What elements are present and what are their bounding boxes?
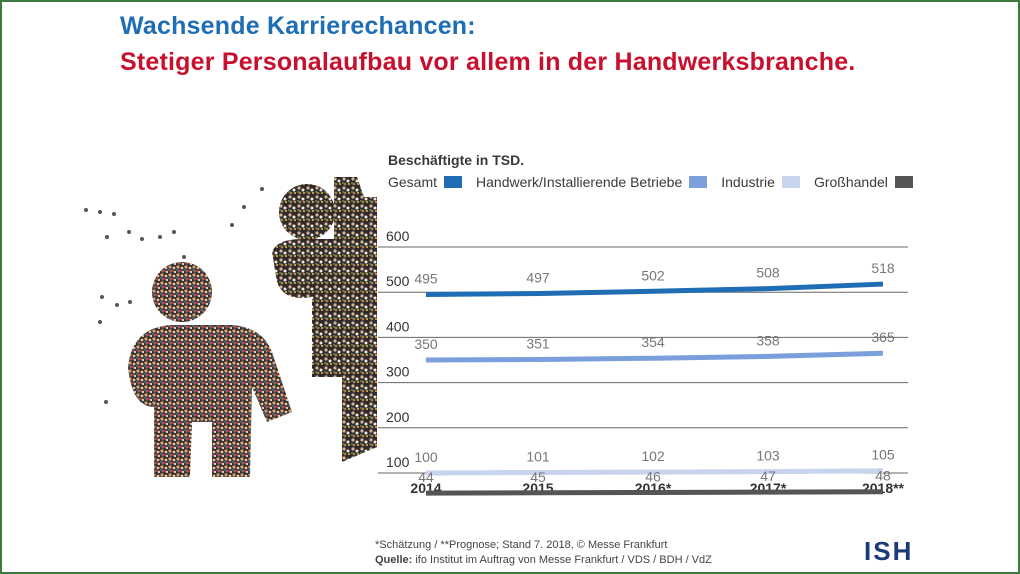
legend-label-gesamt: Gesamt [388,174,438,190]
ish-logo: ISH [864,536,914,566]
data-label-s2-1: 101 [526,449,550,465]
legend-swatch-industrie [781,176,800,188]
data-label-s0-2: 502 [641,267,665,283]
legend-swatch-handwerk [689,176,708,188]
data-label-s1-2: 354 [641,334,665,350]
legend-item-grosshandel: Großhandel [814,174,913,190]
data-label-s0-3: 508 [756,265,780,281]
data-label-s2-0: 100 [414,449,438,465]
y-tick-500: 500 [386,273,410,289]
y-axis-label: Beschäftigte in TSD. [388,152,525,168]
data-label-s3-4: 48 [875,468,891,484]
crowd-people-figures-icon [84,177,377,477]
data-label-s3-1: 45 [530,469,546,485]
source-text: ifo Institut im Auftrag von Messe Frankf… [415,554,712,566]
legend-label-handwerk: Handwerk/Installierende Betriebe [476,174,683,190]
title-line-2: Stetiger Personalaufbau vor allem in der… [120,48,856,76]
y-tick-200: 200 [386,409,410,425]
legend-item-handwerk: Handwerk/Installierende Betriebe [476,174,708,190]
series-line-1 [425,350,884,363]
series-line-2 [425,468,884,476]
chart-legend: Gesamt Handwerk/Installierende Betriebe … [388,173,927,191]
footnote: *Schätzung / **Prognose; Stand 7. 2018, … [375,539,668,551]
title-line-1: Wachsende Karrierechancen: [120,12,476,40]
data-label-s0-0: 495 [414,270,438,286]
legend-label-grosshandel: Großhandel [813,174,888,190]
data-label-s3-3: 47 [760,468,776,484]
data-label-s1-1: 351 [526,336,550,352]
data-label-s0-4: 518 [871,260,895,276]
source-label: Quelle: [375,554,413,566]
data-label-s3-2: 46 [645,468,661,484]
data-label-s1-4: 365 [871,329,895,345]
data-label-s2-3: 103 [756,448,780,464]
data-label-s1-0: 350 [414,336,438,352]
series-line-3 [425,489,884,496]
legend-item-industrie: Industrie [721,174,800,190]
y-tick-400: 400 [386,318,410,334]
legend-label-industrie: Industrie [721,174,775,190]
series-line-0 [425,281,884,297]
data-label-s0-1: 497 [526,270,550,286]
data-label-s2-4: 105 [871,447,895,463]
data-label-s1-3: 358 [756,332,780,348]
source-line: Quelle: ifo Institut im Auftrag von Mess… [375,554,712,566]
data-label-s3-0: 44 [418,469,434,485]
y-tick-300: 300 [386,364,410,380]
y-tick-100: 100 [386,454,410,470]
legend-item-gesamt: Gesamt [388,174,463,190]
data-label-s2-2: 102 [641,448,665,464]
legend-swatch-gesamt [444,176,463,188]
y-tick-600: 600 [386,228,410,244]
legend-swatch-grosshandel [894,176,913,188]
